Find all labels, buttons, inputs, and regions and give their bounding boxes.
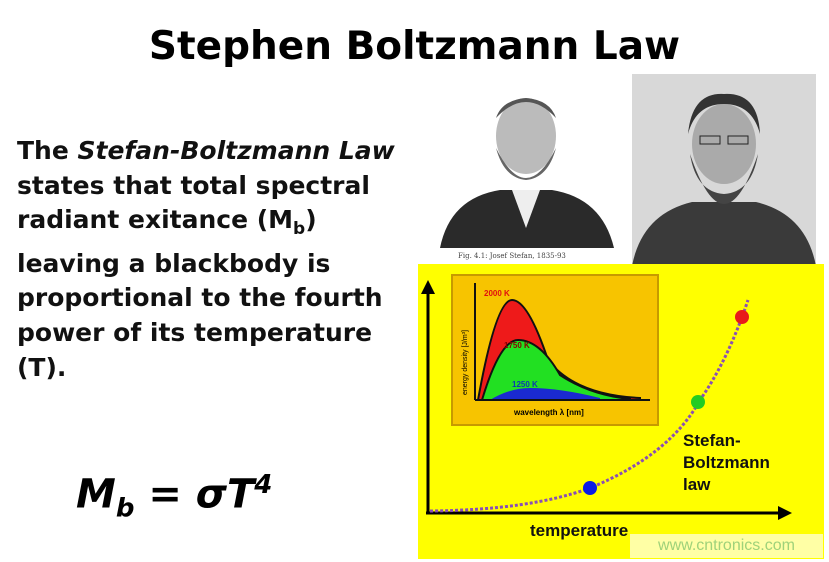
law-name: Stefan-Boltzmann Law — [77, 136, 395, 165]
point-green — [691, 395, 705, 409]
text-part: states that total spectral radiant exita… — [17, 170, 370, 235]
subscript: b — [293, 219, 306, 240]
formula-sub: b — [115, 493, 135, 524]
watermark: www.cntronics.com — [630, 534, 823, 558]
text-part: The — [17, 136, 78, 165]
description-text: The Stefan-Boltzmann Law states that tot… — [17, 134, 397, 385]
curve-label-line: Boltzmann — [683, 453, 770, 472]
inset-area-1250k — [490, 388, 600, 400]
inset-label-1750k: 1750 K — [504, 341, 530, 350]
inset-background — [451, 274, 659, 426]
curve-label-line: Stefan- — [683, 431, 741, 450]
inset-area-1750k — [480, 338, 631, 401]
inset-label-1250k: 1250 K — [512, 380, 538, 389]
inset-label-2000k: 2000 K — [484, 289, 510, 298]
text-part: ) leaving a blackbody is proportional to… — [17, 205, 383, 382]
portrait-stefan — [430, 78, 622, 248]
portrait-boltzmann — [632, 74, 816, 266]
formula-m: M — [76, 471, 116, 518]
curve-label-line: law — [683, 475, 711, 494]
formula-rhs: = σT — [134, 471, 255, 518]
formula: Mb = σT4 — [76, 470, 272, 523]
point-blue — [583, 481, 597, 495]
stefan-boltzmann-curve — [429, 299, 750, 513]
inset-ylabel: energy density [J/m³] — [462, 330, 469, 395]
slide-title: Stephen Boltzmann Law — [148, 24, 681, 69]
x-axis-label: temperature — [530, 521, 629, 540]
x-axis-arrow — [778, 506, 792, 520]
portrait-caption: Fig. 4.1: Josef Stefan, 1835-93 — [458, 252, 566, 260]
curve-label: Stefan- Boltzmann law — [683, 430, 770, 496]
y-axis-arrow — [421, 280, 435, 294]
formula-exponent: 4 — [254, 470, 273, 500]
inset-xlabel: wavelength λ [nm] — [513, 408, 584, 417]
point-red — [735, 310, 749, 324]
